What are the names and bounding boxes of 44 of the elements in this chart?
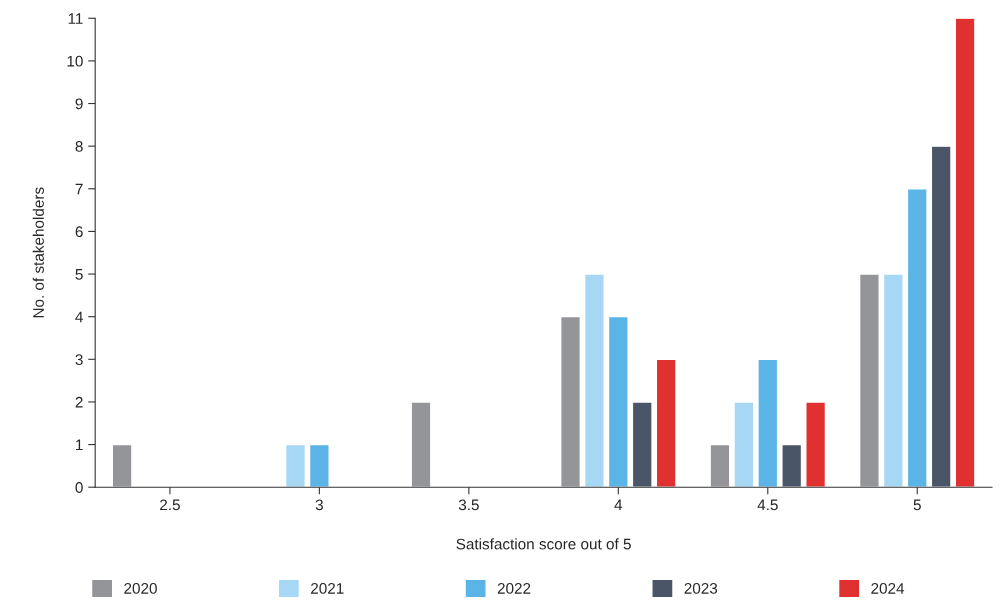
x-tick-label: 3.5 xyxy=(458,499,479,511)
bar xyxy=(709,443,731,488)
bar xyxy=(757,358,779,488)
legend-label: 2021 xyxy=(311,582,344,594)
y-tick-label: 2 xyxy=(75,396,83,408)
bar xyxy=(930,145,952,488)
y-tick-label: 6 xyxy=(75,226,83,238)
bar xyxy=(805,401,827,488)
bar xyxy=(858,273,880,488)
y-tick-label: 10 xyxy=(67,55,83,67)
legend-label: 2020 xyxy=(124,582,157,594)
bar xyxy=(655,358,677,488)
legend-label: 2022 xyxy=(497,582,531,594)
bar xyxy=(559,315,581,488)
bar xyxy=(781,443,803,488)
x-tick-label: 4.5 xyxy=(757,499,778,511)
x-tick-label: 4 xyxy=(614,499,623,511)
x-tick-label: 5 xyxy=(913,499,921,511)
y-axis-title: No. of stakeholders xyxy=(32,187,44,318)
y-tick-label: 0 xyxy=(75,482,83,493)
bar xyxy=(111,443,133,488)
x-tick-label: 2.5 xyxy=(160,499,180,511)
x-tick-label: 3 xyxy=(315,499,323,511)
bar xyxy=(410,401,432,488)
bar xyxy=(583,273,605,488)
y-tick-label: 1 xyxy=(76,439,83,451)
bar xyxy=(631,401,653,488)
legend-label: 2023 xyxy=(684,582,718,594)
bar xyxy=(308,443,330,488)
bar xyxy=(954,18,976,488)
y-tick-label: 9 xyxy=(75,98,83,110)
y-tick-label: 4 xyxy=(75,311,83,323)
legend-label: 2024 xyxy=(871,582,905,594)
y-tick-label: 3 xyxy=(75,354,83,365)
bar xyxy=(882,273,904,488)
bar xyxy=(284,443,306,488)
y-tick-label: 11 xyxy=(68,13,83,24)
y-tick-label: 8 xyxy=(75,141,83,152)
y-tick-label: 7 xyxy=(75,183,83,195)
y-tick-label: 5 xyxy=(75,269,83,280)
bar xyxy=(607,315,629,488)
bar xyxy=(733,401,755,488)
x-axis-title: Satisfaction score out of 5 xyxy=(456,538,631,550)
bar xyxy=(906,188,928,488)
